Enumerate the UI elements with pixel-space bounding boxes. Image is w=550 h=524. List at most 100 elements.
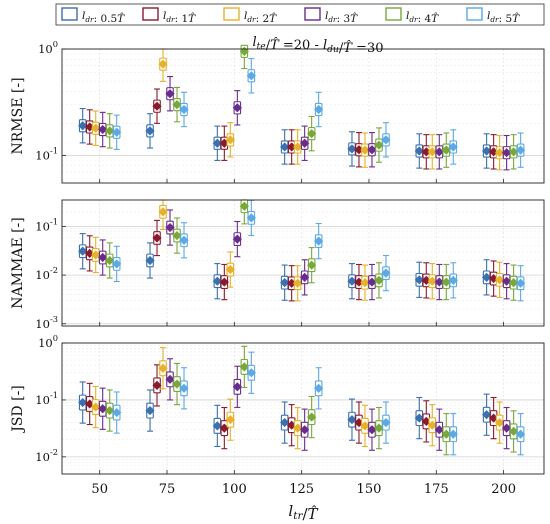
box-ldr1T-100 [219, 406, 229, 450]
box-ldr3T-150 [367, 408, 377, 451]
median-marker [495, 148, 505, 158]
x-axis-label: ltr/T̂ [288, 502, 318, 523]
median-marker [179, 104, 189, 115]
median-marker [165, 374, 175, 384]
box-ldr05T-125 [280, 401, 290, 444]
box-ldr5T-150 [381, 254, 391, 292]
median-marker [516, 278, 526, 288]
x-tick-label: 125 [289, 482, 314, 497]
legend-swatch-4 [304, 7, 321, 21]
box-ldr3T-75 [165, 75, 175, 112]
box-ldr3T-200 [502, 406, 512, 450]
box-ldr05T-150 [347, 131, 357, 167]
box-ldr2T-175 [427, 134, 437, 170]
legend-swatch-2 [142, 7, 159, 21]
median-marker [98, 124, 108, 135]
box-ldr1T-150 [354, 401, 364, 444]
median-marker [414, 275, 424, 285]
median-marker [441, 429, 451, 439]
box-ldr5T-200 [516, 413, 526, 456]
box-ldr05T-75 [145, 242, 155, 279]
median-marker [374, 275, 384, 285]
median-marker [414, 146, 424, 156]
box-ldr1T-75 [152, 219, 162, 257]
median-marker [374, 140, 384, 150]
median-marker [427, 147, 437, 157]
box-ldr2T-200 [495, 134, 505, 171]
axes-frame [61, 342, 545, 475]
box-ldr2T-100 [225, 251, 235, 288]
median-marker [448, 142, 458, 152]
median-marker [374, 423, 384, 433]
box-ldr5T-125 [314, 91, 324, 128]
legend-entry-4: ldr: 3T̂ [325, 10, 358, 25]
legend-box [55, 3, 545, 26]
chart-title: lte/T̂ =20 - ldu/T̂ =30 [252, 35, 383, 56]
median-marker [219, 423, 229, 433]
median-marker [347, 415, 357, 425]
median-marker [482, 146, 492, 156]
x-tick-label: 150 [357, 482, 382, 497]
median-marker [495, 275, 505, 285]
box-ldr3T-125 [300, 408, 310, 451]
box-ldr4T-150 [374, 127, 384, 163]
median-marker [360, 421, 370, 431]
box-ldr5T-75 [179, 222, 189, 259]
box-ldr5T-50 [112, 114, 122, 150]
box-ldr4T-75 [172, 86, 182, 123]
median-marker [516, 429, 526, 439]
legend-entry-6: ldr: 5T̂ [487, 10, 520, 25]
median-marker [509, 147, 519, 157]
median-marker [145, 126, 155, 136]
median-marker [516, 145, 526, 155]
median-marker [179, 383, 189, 393]
median-marker [152, 380, 162, 390]
box-ldr3T-175 [434, 263, 444, 301]
legend-entry-2: ldr: 1T̂ [163, 10, 196, 25]
box-ldr5T-100 [246, 58, 256, 94]
box-ldr05T-200 [482, 259, 492, 296]
box-ldr05T-175 [414, 261, 424, 298]
y-axis-label: JSD [-] [10, 385, 26, 434]
axes-frame [61, 48, 545, 184]
box-ldr1T-150 [354, 263, 364, 301]
box-ldr4T-50 [105, 113, 115, 149]
panel-2: 10-3 10-2 10-1 NAMMAE [-] [10, 199, 545, 331]
median-marker [78, 397, 88, 408]
panel-1: 10-1 100 NRMSE [-] [10, 39, 545, 184]
median-marker [381, 135, 391, 145]
median-marker [434, 277, 444, 287]
median-marker [239, 201, 249, 211]
median-marker [307, 260, 317, 270]
box-ldr2T-100 [225, 398, 235, 441]
median-marker [509, 278, 519, 288]
median-marker [360, 278, 370, 288]
median-marker [489, 147, 499, 157]
median-marker [280, 278, 290, 288]
box-ldr05T-100 [212, 263, 222, 300]
box-ldr1T-75 [152, 364, 162, 407]
median-marker [482, 272, 492, 282]
box-ldr4T-200 [509, 134, 519, 170]
median-marker [91, 402, 101, 412]
box-ldr4T-125 [307, 115, 317, 152]
median-marker [307, 129, 317, 139]
box-ldr4T-175 [441, 132, 451, 168]
y-axis-label: NAMMAE [-] [10, 217, 26, 308]
legend: ldr: 0.5T̂ ldr: 1T̂ ldr: 2T̂ ldr: 3T̂ ldr: 4… [55, 3, 545, 26]
median-marker [78, 246, 88, 256]
median-marker [112, 127, 122, 137]
median-marker [300, 138, 310, 148]
median-marker [158, 59, 168, 69]
median-marker [246, 71, 256, 81]
box-ldr3T-100 [232, 220, 242, 258]
median-marker [287, 420, 297, 430]
box-ldr5T-125 [314, 222, 324, 260]
box-ldr2T-175 [427, 404, 437, 447]
box-ldr4T-175 [441, 263, 451, 301]
median-marker [502, 276, 512, 286]
box-ldr3T-125 [300, 125, 310, 161]
median-marker [448, 275, 458, 285]
box-ldr1T-125 [287, 265, 297, 302]
box-ldr4T-150 [374, 262, 384, 299]
